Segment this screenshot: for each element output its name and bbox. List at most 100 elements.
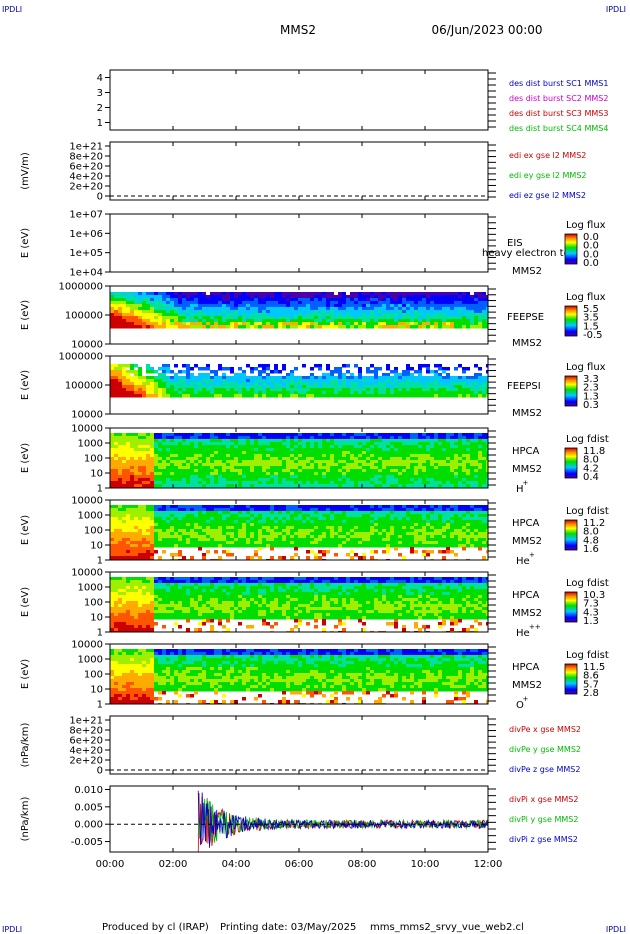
feepsi-pixel	[186, 376, 190, 380]
feepse-pixel	[326, 319, 330, 323]
hpca-h-pixel	[162, 454, 166, 458]
hpca-he-pixel	[142, 514, 146, 518]
feepse-pixel	[222, 295, 226, 299]
feepsi-pixel	[206, 367, 210, 371]
feepse-pixel	[126, 313, 130, 317]
hpca-he-pixel	[238, 505, 242, 509]
feepsi-pixel	[206, 385, 210, 389]
hpca-he-pixel	[270, 535, 274, 539]
hpca-h-pixel	[362, 484, 366, 488]
feepse-pixel	[302, 313, 306, 317]
hpca-h-pixel	[370, 439, 374, 443]
hpca-h-pixel	[398, 457, 402, 461]
feepse-pixel	[466, 292, 470, 296]
feepsi-pixel	[118, 373, 122, 377]
hpca-he-pixel	[290, 538, 294, 542]
feepse-colorbar	[564, 305, 578, 337]
feepse-pixel	[162, 298, 166, 302]
hpca-h-pixel	[150, 472, 154, 476]
feepse-pixel	[438, 298, 442, 302]
feepse-pixel	[410, 316, 414, 320]
feepse-pixel	[270, 313, 274, 317]
feepse-pixel	[378, 325, 382, 329]
hpca-h-pixel	[302, 451, 306, 455]
feepse-pixel	[162, 292, 166, 296]
feepsi-pixel	[266, 379, 270, 383]
hpca-h-pixel	[218, 481, 222, 485]
hpca-he-pixel	[158, 541, 162, 545]
feepse-pixel	[434, 304, 438, 308]
feepse-pixel	[202, 292, 206, 296]
hpca-h-pixel	[358, 478, 362, 482]
hpca-h-pixel	[126, 475, 130, 479]
feepsi-pixel	[210, 391, 214, 395]
hpca-he-pixel	[234, 544, 238, 548]
hpca-h-pixel	[218, 439, 222, 443]
hpca-he-pixel	[158, 556, 162, 560]
burst-y-tick-label: 4	[97, 73, 103, 84]
feepsi-pixel	[394, 373, 398, 377]
hpca-h-pixel	[154, 439, 158, 443]
feepse-pixel	[138, 322, 142, 326]
feepse-pixel	[402, 316, 406, 320]
hpca-h-pixel	[382, 472, 386, 476]
hpca-h-pixel	[350, 442, 354, 446]
hpca-he-pixel	[274, 517, 278, 521]
feepsi-pixel	[442, 367, 446, 371]
feepsi-y-tick-label: 10000	[71, 410, 103, 421]
hpca-h-pixel	[350, 457, 354, 461]
feepse-instrument-label: FEEPSE	[507, 312, 544, 323]
hpca-h-pixel	[386, 478, 390, 482]
feepse-pixel	[194, 307, 198, 311]
hpca-he-pixel	[282, 523, 286, 527]
feepse-pixel	[474, 301, 478, 305]
hpca-he-pixel	[190, 526, 194, 530]
hpca-he-pixel	[170, 526, 174, 530]
feepse-pixel	[222, 304, 226, 308]
feepse-pixel	[194, 304, 198, 308]
feepse-pixel	[278, 316, 282, 320]
feepsi-pixel	[354, 391, 358, 395]
hpca-he-pixel	[182, 556, 186, 560]
feepsi-pixel	[122, 373, 126, 377]
hpca-he-pixel	[286, 523, 290, 527]
hpca-h-pixel	[142, 466, 146, 470]
feepse-pixel	[410, 292, 414, 296]
hpca-h-pixel	[462, 439, 466, 443]
hpca-h-pixel	[178, 445, 182, 449]
hpca-h-pixel	[198, 445, 202, 449]
hpca-he-pixel	[250, 541, 254, 545]
hpca-h-pixel	[270, 478, 274, 482]
hpca-h-pixel	[346, 484, 350, 488]
hpca-he-pixel	[286, 508, 290, 512]
feepse-pixel	[222, 319, 226, 323]
feepsi-pixel	[186, 367, 190, 371]
feepse-pixel	[454, 301, 458, 305]
hpca-he-pixel	[334, 517, 338, 521]
feepsi-pixel	[430, 385, 434, 389]
feepse-pixel	[146, 313, 150, 317]
hpca-h-pixel	[442, 463, 446, 467]
feepse-pixel	[206, 316, 210, 320]
feepse-pixel	[186, 313, 190, 317]
hpca-h-pixel	[322, 472, 326, 476]
hpca-he-pixel	[258, 547, 262, 551]
hpca-h-content	[110, 433, 488, 488]
hpca-h-pixel	[146, 484, 150, 488]
hpca-h-pixel	[302, 442, 306, 446]
feepse-pixel	[234, 304, 238, 308]
hpca-h-pixel	[286, 448, 290, 452]
feepse-pixel	[122, 313, 126, 317]
hpca-h-pixel	[242, 463, 246, 467]
hpca-h-pixel	[374, 460, 378, 464]
feepse-pixel	[114, 319, 118, 323]
hpca-he-pixel	[338, 520, 342, 524]
hpca-h-pixel	[330, 472, 334, 476]
feepse-pixel	[430, 322, 434, 326]
hpca-h-pixel	[246, 454, 250, 458]
feepse-pixel	[322, 301, 326, 305]
feepsi-pixel	[262, 394, 266, 398]
hpca-h-pixel	[242, 466, 246, 470]
feepse-pixel	[214, 307, 218, 311]
hpca-he-pixel	[254, 511, 258, 515]
